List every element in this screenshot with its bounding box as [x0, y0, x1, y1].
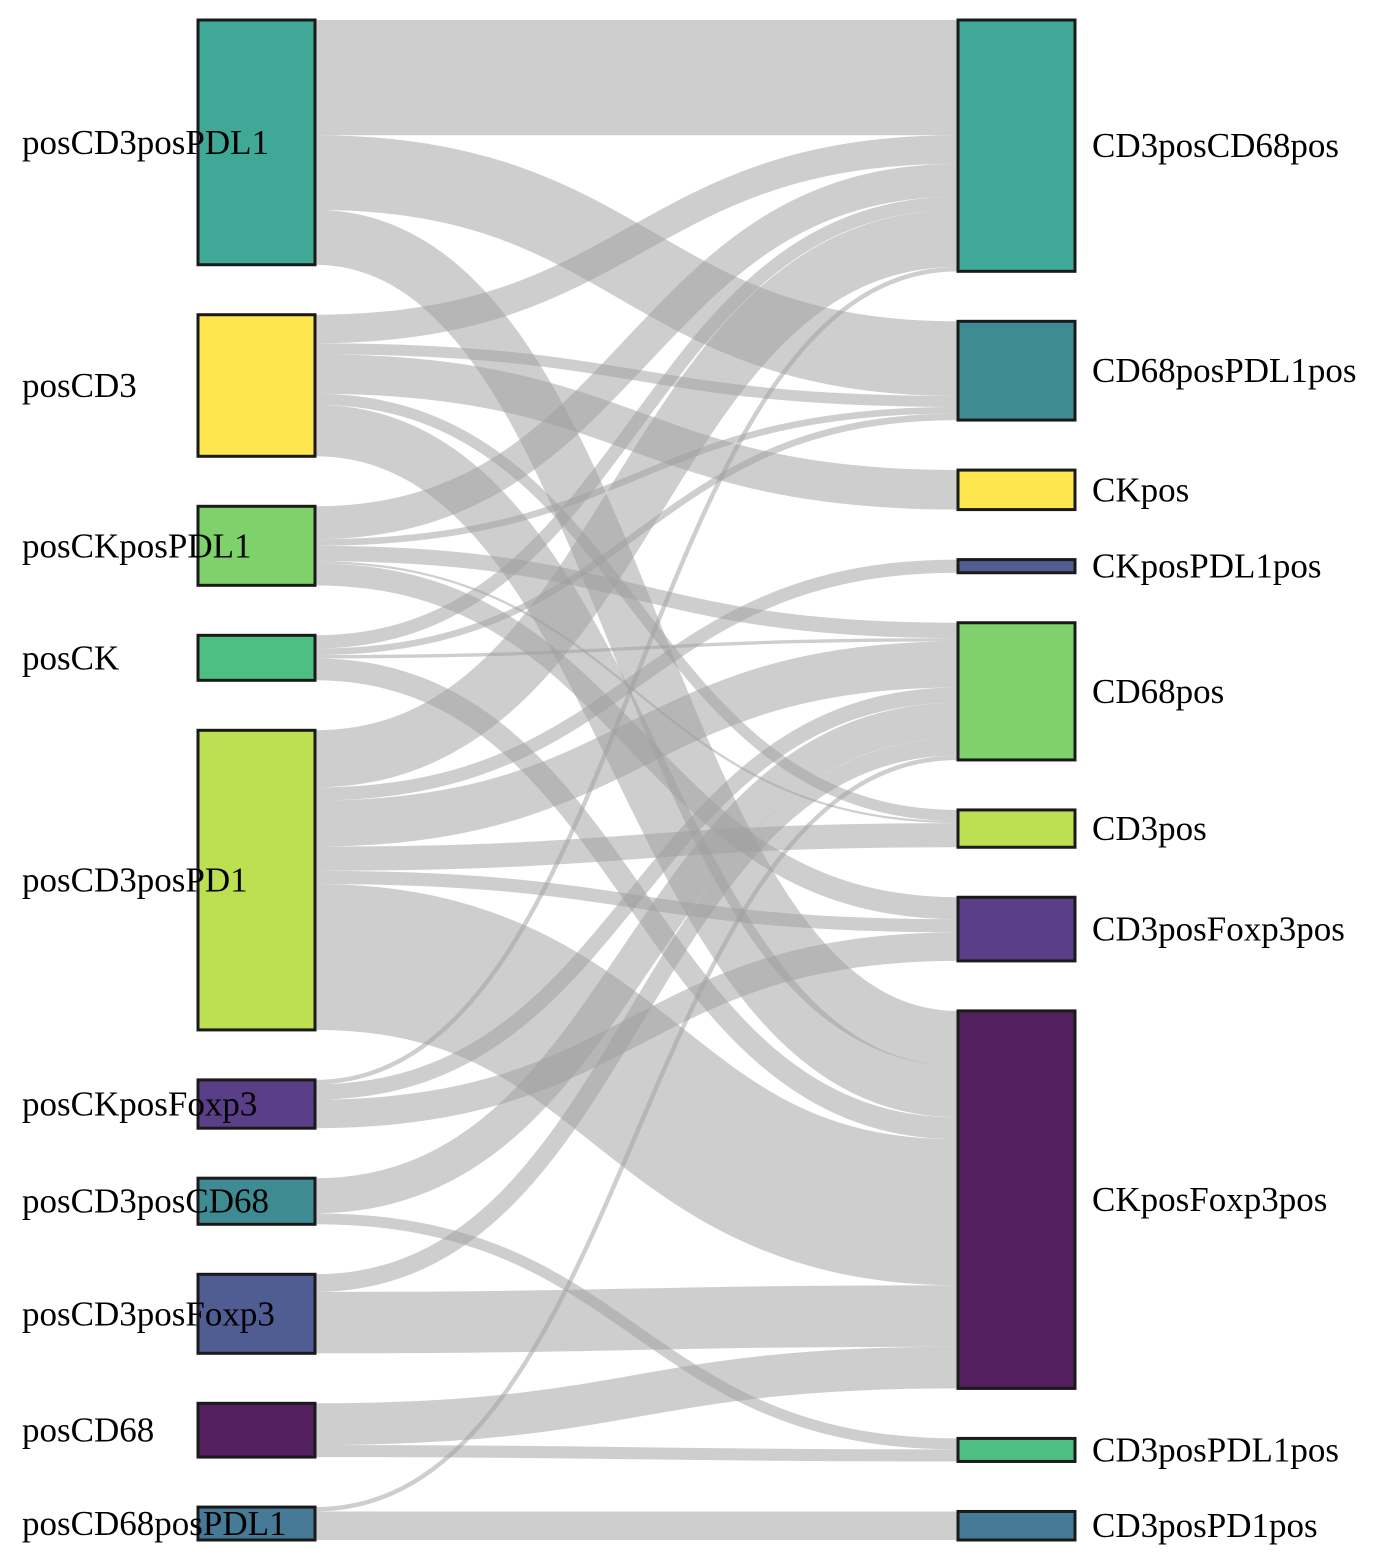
- source-node-posckposfoxp3: [196, 1078, 317, 1130]
- source-label-poscd68: posCD68: [22, 1411, 154, 1450]
- source-node-posck: [196, 633, 317, 682]
- link-posckpospdl1-to-cd3poscd68pos: [314, 163, 959, 540]
- link-posckpospdl1-to-cd3pos: [314, 561, 959, 824]
- target-node-cd68pospdl1pos: [956, 319, 1077, 422]
- target-label-cd3pospdl1pos: CD3posPDL1pos: [1092, 1430, 1339, 1469]
- target-node-cd68pos: [956, 621, 1077, 762]
- target-node-cd3pospdl1pos: [956, 1436, 1077, 1463]
- link-poscd3pospdl1-to-ckposfoxp3pos: [314, 209, 959, 1066]
- source-label-posckpospdl1: posCKposPDL1: [22, 526, 251, 565]
- source-label-posckposfoxp3: posCKposFoxp3: [22, 1085, 257, 1124]
- link-posckposfoxp3-to-cd3poscd68pos: [314, 266, 959, 1085]
- target-node-ckpos: [956, 468, 1077, 512]
- target-label-cd3pospd1pos: CD3posPD1pos: [1092, 1506, 1318, 1545]
- source-label-poscd3pospd1: posCD3posPD1: [22, 861, 248, 900]
- link-poscd3pospd1-to-ckposfoxp3pos: [313, 883, 960, 1286]
- link-posckposfoxp3-to-cd68pos: [314, 687, 959, 1100]
- link-posck-to-cd68pos: [314, 638, 959, 659]
- link-poscd3pospd1-to-cd68pos: [314, 641, 959, 847]
- target-node-ckpospdl1pos: [956, 558, 1077, 575]
- target-node-cd3pos: [956, 808, 1077, 849]
- link-poscd3posfoxp3-to-ckposfoxp3pos: [314, 1285, 959, 1354]
- nodes-layer: [196, 18, 1077, 1542]
- source-node-poscd3posfoxp3: [196, 1272, 317, 1355]
- target-node-ckposfoxp3pos: [956, 1009, 1077, 1390]
- source-label-posck: posCK: [22, 638, 119, 677]
- target-label-cd3poscd68pos: CD3posCD68pos: [1092, 126, 1339, 165]
- target-label-ckpos: CKpos: [1092, 470, 1189, 509]
- labels-layer: posCD3posPDL1 posCD3 posCKposPDL1 posCK posC…: [22, 123, 1356, 1545]
- source-node-poscd3pospdl1: [196, 18, 317, 267]
- source-label-poscd3posfoxp3: posCD3posFoxp3: [22, 1294, 275, 1333]
- target-node-cd3pospd1pos: [956, 1509, 1077, 1542]
- link-posckpospdl1-to-cd68pos: [314, 545, 959, 639]
- link-poscd68pospdl1-to-cd68pos: [314, 755, 959, 1512]
- link-poscd68-to-cd3pospdl1pos: [314, 1445, 959, 1462]
- target-node-cd3posfoxp3pos: [956, 895, 1077, 963]
- link-poscd3poscd68-to-cd68pos: [314, 702, 959, 1214]
- target-label-cd68pospdl1pos: CD68posPDL1pos: [1092, 351, 1356, 390]
- source-node-poscd68pospdl1: [196, 1505, 317, 1542]
- target-label-ckpospdl1pos: CKposPDL1pos: [1092, 547, 1321, 586]
- source-node-poscd3pospd1: [196, 728, 317, 1032]
- source-node-posckpospdl1: [196, 504, 317, 587]
- link-poscd3pospd1-to-cd3poscd68pos: [314, 209, 959, 788]
- link-poscd3pospd1-to-cd3pos: [314, 823, 959, 871]
- link-posck-to-cd3poscd68pos: [314, 196, 959, 649]
- source-node-poscd68: [196, 1401, 317, 1459]
- source-label-poscd3poscd68: posCD3posCD68: [22, 1182, 269, 1221]
- target-label-cd68pos: CD68pos: [1092, 672, 1224, 711]
- link-poscd3-to-cd3pos: [314, 393, 959, 821]
- source-label-poscd3: posCD3: [22, 366, 137, 405]
- target-node-cd3poscd68pos: [956, 18, 1077, 273]
- source-node-poscd3: [196, 313, 317, 458]
- target-label-cd3pos: CD3pos: [1092, 809, 1207, 848]
- source-node-poscd3poscd68: [196, 1176, 317, 1226]
- link-poscd3pospdl1-to-cd68pospdl1pos: [314, 135, 959, 396]
- target-label-ckposfoxp3pos: CKposFoxp3pos: [1092, 1180, 1327, 1219]
- link-poscd3-to-cd3poscd68pos: [314, 135, 959, 344]
- link-poscd68-to-ckposfoxp3pos: [314, 1346, 959, 1446]
- link-poscd3posfoxp3-to-cd68pos: [314, 737, 959, 1292]
- target-label-cd3posfoxp3pos: CD3posFoxp3pos: [1092, 910, 1345, 949]
- links-layer: [313, 19, 960, 1540]
- source-label-poscd68pospdl1: posCD68posPDL1: [22, 1504, 286, 1543]
- source-label-poscd3pospdl1: posCD3posPDL1: [22, 123, 269, 162]
